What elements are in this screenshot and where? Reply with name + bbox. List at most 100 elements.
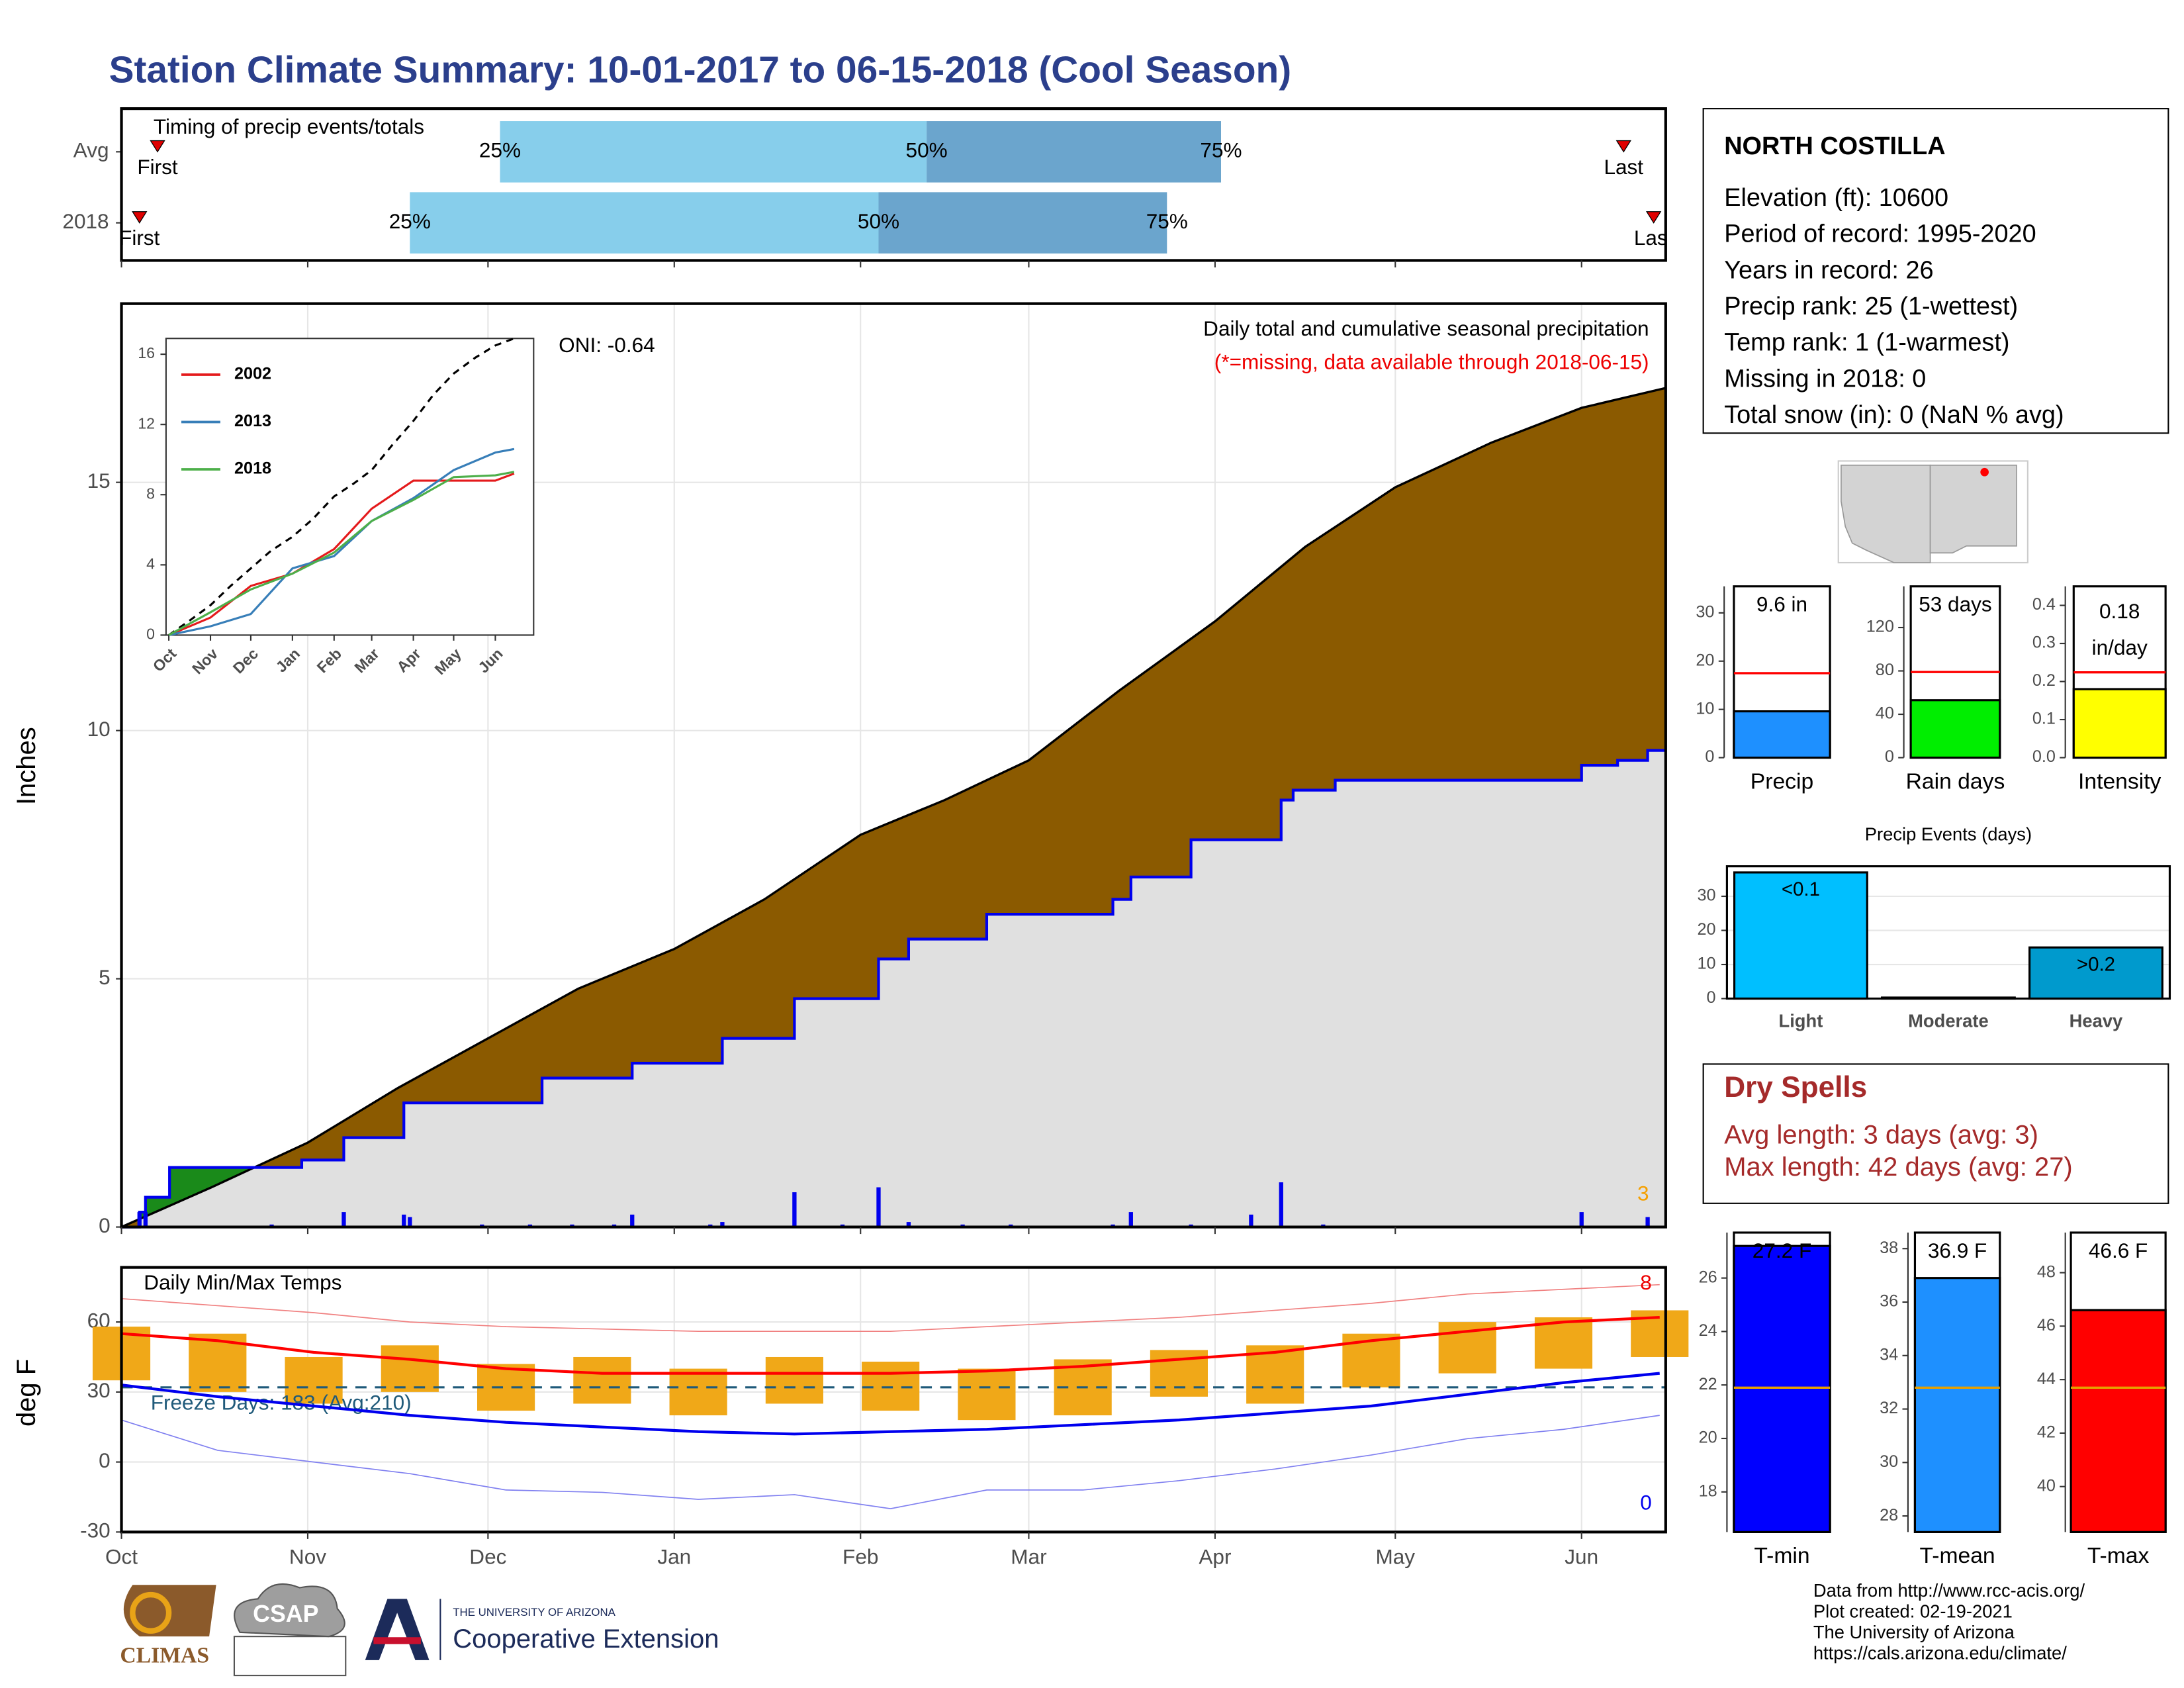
- ua-text: THE UNIVERSITY OF ARIZONA: [453, 1606, 615, 1618]
- y-tick-label: 28: [1880, 1506, 1898, 1524]
- y-tick-label: 8: [146, 485, 155, 502]
- quantile-label: 25%: [389, 209, 431, 233]
- csap-text: CSAP: [253, 1601, 318, 1627]
- last-marker: [1646, 211, 1662, 224]
- value-label: in/day: [2092, 635, 2148, 659]
- series-line: [168, 447, 515, 636]
- y-tick-label: 0: [1705, 747, 1714, 766]
- ua-logo: [365, 1599, 430, 1660]
- inset-bg: [165, 338, 535, 636]
- value-bar: [2072, 688, 2167, 759]
- daily-bar: [876, 1187, 881, 1227]
- first-marker: [132, 211, 148, 224]
- y-tick-label: 0.1: [2032, 710, 2056, 728]
- panel-label: T-max: [2087, 1544, 2150, 1568]
- x-tick-label: Mar: [1011, 1545, 1046, 1569]
- daily-bar: [143, 1212, 148, 1227]
- extension-text: Cooperative Extension: [453, 1624, 719, 1654]
- y-tick-label: 18: [1699, 1481, 1717, 1500]
- x-tick-label: Dec: [469, 1545, 506, 1569]
- station-name: NORTH COSTILLA: [1724, 132, 1945, 160]
- y-tick-label: 30: [1696, 603, 1714, 622]
- season-line: [121, 749, 1666, 1229]
- panel-label: Precip: [1751, 769, 1813, 794]
- bar: [1733, 871, 1868, 1000]
- station-box: [1702, 108, 2169, 434]
- bar-label: >0.2: [2077, 953, 2115, 975]
- y-tick-label: 42: [2037, 1423, 2056, 1442]
- daily-range-bar: [477, 1364, 535, 1411]
- bar: [2028, 946, 2163, 1000]
- y-tick-label: 32: [1880, 1399, 1898, 1417]
- daily-bar: [1279, 1182, 1283, 1227]
- daily-bar: [1645, 1217, 1650, 1227]
- y-tick-label: 30: [1697, 886, 1715, 905]
- y-tick-label: 48: [2037, 1262, 2056, 1281]
- station-line: Elevation (ft): 10600: [1724, 184, 1948, 212]
- avg-min-line: [121, 1372, 1660, 1436]
- average-dashed-line: [168, 337, 515, 636]
- y-tick-label: 20: [1699, 1429, 1717, 1447]
- station-line: Total snow (in): 0 (NaN % avg): [1724, 401, 2064, 429]
- y-tick-label: 0: [99, 1213, 111, 1237]
- locator-map: [1837, 460, 2028, 564]
- x-tick-label: Jun: [1565, 1545, 1598, 1569]
- daily-range-bar: [958, 1368, 1016, 1421]
- timing-panel: 25% 50% 75% First Last 25% 50% 75% First Last Timi…: [121, 109, 1674, 261]
- quantile-label: 50%: [906, 138, 948, 162]
- x-tick-label: Light: [1779, 1011, 1823, 1031]
- station-line: Temp rank: 1 (1-warmest): [1724, 329, 2009, 357]
- csap-frame: [233, 1636, 347, 1677]
- daily-range-bar: [862, 1362, 920, 1411]
- daily-range-bar: [1534, 1317, 1593, 1369]
- early-bar: [410, 192, 879, 254]
- missing-note: (*=missing, data available through 2018-…: [1214, 350, 1649, 373]
- panel-label: T-mean: [1920, 1544, 1995, 1568]
- climas-text: CLIMAS: [120, 1643, 209, 1667]
- daily-bar: [341, 1212, 346, 1227]
- y-tick-label: 10: [1696, 699, 1714, 718]
- daily-bar: [1579, 1212, 1584, 1227]
- cold-count: 0: [1640, 1491, 1652, 1515]
- credit-line: Plot created: 02-19-2021: [1813, 1601, 2013, 1622]
- last-label: Last: [1634, 226, 1674, 250]
- x-tick-label: Nov: [289, 1545, 326, 1569]
- timing-border: [120, 107, 1667, 262]
- timing-title: Timing of precip events/totals: [154, 115, 424, 138]
- daily-bar: [408, 1217, 412, 1227]
- dry-spells-box: [1702, 1063, 2169, 1204]
- y-tick-label: 44: [2037, 1370, 2056, 1388]
- panel-label: T-min: [1754, 1544, 1809, 1568]
- y-tick-label: 38: [1880, 1239, 1898, 1257]
- annotation: Daily total and cumulative seasonal prec…: [1203, 316, 1649, 340]
- x-tick-label: Feb: [842, 1545, 878, 1569]
- value-bar: [1909, 699, 2001, 759]
- oni-label: ONI: -0.64: [559, 333, 655, 357]
- dry-spell-line: Avg length: 3 days (avg: 3): [1724, 1120, 2038, 1149]
- y-tick-label: 0.2: [2032, 671, 2056, 690]
- y-tick-label: 20: [1697, 920, 1715, 939]
- legend-label: 2013: [234, 412, 271, 430]
- map-state: [1929, 464, 2017, 554]
- bar-label: <0.1: [1782, 878, 1820, 900]
- station-line: Period of record: 1995-2020: [1724, 220, 2036, 248]
- y-tick-label: 24: [1699, 1321, 1717, 1340]
- y-tick-label: 0.4: [2032, 595, 2056, 614]
- y-tick-label: 40: [1876, 704, 1894, 723]
- first-marker: [150, 140, 165, 153]
- value-bar: [1733, 1244, 1831, 1533]
- value-bar: [1913, 1277, 2001, 1533]
- x-tick-label: Oct: [105, 1545, 138, 1569]
- quantile-label: 50%: [858, 209, 899, 233]
- late-bar: [927, 121, 1221, 183]
- quantile-label: 75%: [1200, 138, 1242, 162]
- y-tick-label: 0: [146, 626, 155, 643]
- daily-bar: [792, 1192, 797, 1227]
- y-tick-label: 16: [138, 344, 155, 361]
- series-line: [168, 471, 515, 636]
- chart-title: Daily Min/Max Temps: [144, 1270, 341, 1294]
- y-tick-label: 30: [1880, 1452, 1898, 1471]
- y-axis-label: Inches: [12, 727, 41, 805]
- daily-range-bar: [381, 1345, 439, 1392]
